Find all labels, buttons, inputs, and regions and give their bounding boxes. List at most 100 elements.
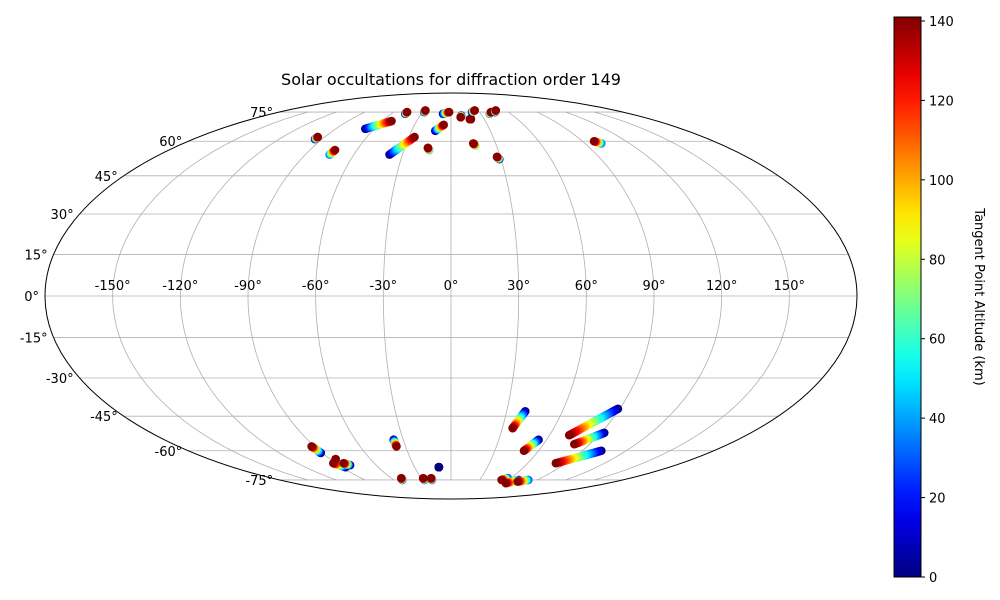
latitude-tick-label: -45° xyxy=(90,410,118,425)
latitude-tick-label: 0° xyxy=(24,290,39,305)
longitude-tick-label: -120° xyxy=(162,279,198,294)
track-point xyxy=(421,106,430,115)
occultation-track xyxy=(400,107,412,119)
longitude-tick-label: 0° xyxy=(444,279,459,294)
colorbar-label: Tangent Point Altitude (km) xyxy=(971,207,986,385)
colorbar-tick-label: 60 xyxy=(929,333,946,348)
colorbar-ticks: 0 20 40 60 80 100 120 140 xyxy=(921,15,954,586)
occultation-track xyxy=(456,111,466,122)
track-point xyxy=(313,132,323,142)
occultation-track xyxy=(570,428,609,449)
track-point xyxy=(513,477,522,486)
grid-meridian xyxy=(112,111,308,481)
occultation-track xyxy=(469,139,480,150)
graticule-grid xyxy=(45,111,857,481)
longitude-tick-label: -150° xyxy=(95,279,131,294)
track-point xyxy=(469,139,478,148)
track-point xyxy=(426,473,436,483)
track-point xyxy=(402,107,412,117)
longitude-tick-label: 60° xyxy=(575,279,598,294)
track-point xyxy=(456,113,465,122)
grid-meridian xyxy=(508,111,587,481)
longitude-tick-labels: -150° -120° -90° -60° -30° 0° 30° 60° 90° 120° 150… xyxy=(95,279,805,294)
grid-meridian xyxy=(536,111,655,481)
occultation-track xyxy=(519,435,543,456)
occultation-track xyxy=(438,107,454,119)
latitude-tick-label: 30° xyxy=(51,208,74,223)
occultation-track xyxy=(551,446,606,468)
occultation-track xyxy=(513,475,533,486)
colorbar-tick-label: 80 xyxy=(929,253,946,268)
track-point xyxy=(470,106,480,115)
occultation-track xyxy=(361,116,396,134)
track-point xyxy=(418,473,428,483)
colorbar-tick-label: 140 xyxy=(929,15,954,30)
occultation-track xyxy=(508,406,530,433)
longitude-tick-label: -90° xyxy=(234,279,262,294)
colorbar-tick-label: 100 xyxy=(929,174,954,189)
track-point xyxy=(392,442,401,451)
occultation-track xyxy=(492,152,504,164)
occultation-track xyxy=(310,132,323,144)
occultation-track xyxy=(396,473,407,485)
track-point xyxy=(508,423,517,433)
occultation-track xyxy=(423,143,434,155)
colorbar-tick-label: 120 xyxy=(929,94,954,109)
occultation-track xyxy=(339,458,355,470)
occultation-track xyxy=(307,442,326,458)
grid-meridian xyxy=(594,111,790,481)
latitude-tick-label: 45° xyxy=(95,170,118,185)
longitude-tick-label: -30° xyxy=(369,279,397,294)
track-point xyxy=(444,107,454,117)
longitude-tick-label: 150° xyxy=(774,279,805,294)
track-point xyxy=(339,458,348,468)
track-point xyxy=(423,143,433,153)
grid-meridian xyxy=(247,111,366,481)
latitude-tick-labels: -75° -60° -45° -30° -15° 0° 15° 30° 45° 60° 75° xyxy=(20,106,273,489)
occultation-track xyxy=(426,473,437,485)
track-point xyxy=(466,114,476,124)
longitude-tick-label: 120° xyxy=(706,279,737,294)
track-point xyxy=(570,439,579,449)
longitude-tick-label: 30° xyxy=(507,279,530,294)
track-point xyxy=(387,116,396,126)
track-point xyxy=(589,136,599,146)
longitude-tick-label: 90° xyxy=(642,279,665,294)
track-point xyxy=(519,446,529,456)
latitude-tick-label: -75° xyxy=(245,474,273,489)
occultation-tracks xyxy=(307,106,623,488)
occultation-track xyxy=(419,106,430,117)
track-point xyxy=(307,442,316,451)
track-point xyxy=(396,473,406,483)
latitude-tick-label: 15° xyxy=(25,248,48,263)
occultation-track xyxy=(325,145,340,159)
track-point xyxy=(492,152,502,162)
occultation-track xyxy=(331,454,340,464)
grid-meridian xyxy=(565,111,723,481)
occultation-track xyxy=(418,473,429,485)
occultation-track xyxy=(589,136,606,148)
track-point xyxy=(491,106,501,115)
occultation-track xyxy=(467,106,480,117)
grid-meridian xyxy=(315,111,394,481)
colorbar-tick-label: 20 xyxy=(929,492,946,507)
longitude-tick-label: -60° xyxy=(302,279,330,294)
occultation-track xyxy=(434,462,444,472)
occultation-track xyxy=(385,132,419,159)
colorbar-tick-label: 0 xyxy=(929,571,937,586)
track-point xyxy=(410,132,419,142)
occultation-track xyxy=(465,114,476,124)
occultation-track xyxy=(389,435,401,451)
track-point xyxy=(331,454,340,464)
track-point xyxy=(434,462,444,472)
occultation-track xyxy=(564,404,623,440)
track-point xyxy=(564,430,574,440)
map-boundary xyxy=(44,92,858,500)
colorbar-tick-label: 40 xyxy=(929,412,946,427)
track-point xyxy=(439,120,449,130)
latitude-tick-label: 75° xyxy=(250,106,273,121)
occultation-track xyxy=(430,120,449,136)
chart-title: Solar occultations for diffraction order… xyxy=(281,70,621,89)
colorbar xyxy=(893,16,922,578)
